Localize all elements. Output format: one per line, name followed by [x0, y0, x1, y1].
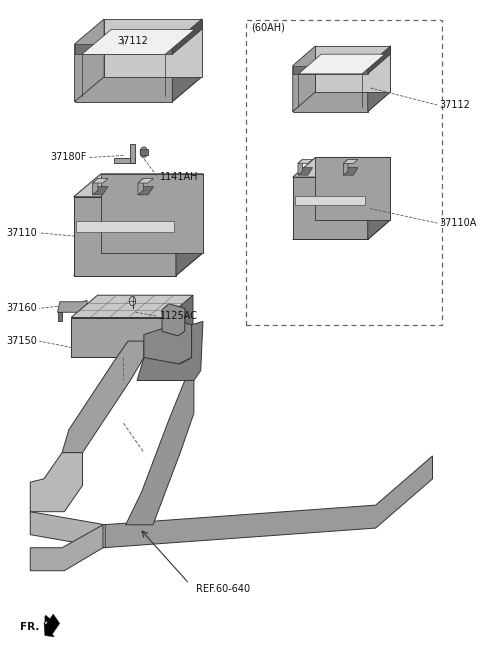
Polygon shape — [315, 157, 390, 220]
Polygon shape — [167, 295, 193, 357]
Polygon shape — [343, 168, 358, 175]
Polygon shape — [293, 220, 390, 239]
Polygon shape — [93, 178, 108, 183]
Polygon shape — [30, 525, 103, 571]
Polygon shape — [30, 512, 105, 548]
Polygon shape — [298, 168, 312, 175]
Polygon shape — [293, 46, 315, 112]
Polygon shape — [76, 221, 174, 232]
Polygon shape — [58, 312, 62, 321]
Text: 37180F: 37180F — [51, 152, 87, 163]
Polygon shape — [74, 19, 104, 102]
Polygon shape — [293, 177, 368, 239]
Polygon shape — [293, 66, 368, 74]
Text: FR.: FR. — [20, 622, 40, 632]
Polygon shape — [293, 157, 390, 177]
Polygon shape — [172, 19, 202, 54]
Polygon shape — [82, 30, 194, 54]
Polygon shape — [103, 456, 432, 548]
Circle shape — [140, 147, 147, 157]
Polygon shape — [58, 300, 87, 312]
Polygon shape — [74, 44, 172, 102]
Polygon shape — [368, 46, 390, 112]
Text: REF.60-640: REF.60-640 — [196, 584, 250, 594]
Polygon shape — [74, 77, 202, 102]
Polygon shape — [299, 54, 385, 74]
Polygon shape — [295, 196, 365, 205]
Text: 37112: 37112 — [439, 100, 470, 110]
Polygon shape — [144, 321, 192, 367]
Polygon shape — [71, 335, 193, 357]
Polygon shape — [162, 304, 185, 336]
Polygon shape — [30, 453, 83, 512]
Polygon shape — [73, 197, 176, 276]
Polygon shape — [293, 66, 368, 112]
Text: 37150: 37150 — [6, 336, 37, 346]
Text: 37160: 37160 — [6, 303, 37, 314]
Polygon shape — [71, 318, 167, 357]
Text: 37110A: 37110A — [439, 218, 477, 228]
Polygon shape — [73, 174, 203, 197]
Text: 37110: 37110 — [6, 228, 37, 238]
Polygon shape — [176, 174, 203, 276]
Polygon shape — [93, 187, 108, 195]
Polygon shape — [138, 178, 154, 183]
Polygon shape — [130, 144, 135, 163]
Polygon shape — [62, 341, 144, 453]
Text: (60AH): (60AH) — [251, 22, 285, 33]
Bar — [246, 20, 442, 325]
Polygon shape — [293, 92, 390, 112]
Polygon shape — [104, 19, 202, 77]
Polygon shape — [44, 614, 60, 637]
Polygon shape — [74, 44, 172, 54]
Circle shape — [129, 297, 136, 306]
Polygon shape — [315, 46, 390, 92]
Polygon shape — [126, 380, 194, 525]
Polygon shape — [368, 157, 390, 239]
Text: 37112: 37112 — [117, 35, 148, 46]
Polygon shape — [343, 159, 358, 163]
Polygon shape — [114, 158, 135, 163]
Polygon shape — [137, 321, 203, 380]
Polygon shape — [71, 295, 193, 318]
Polygon shape — [298, 159, 302, 175]
Polygon shape — [138, 187, 154, 195]
Text: 1125AC: 1125AC — [160, 311, 198, 321]
Polygon shape — [73, 253, 203, 276]
Polygon shape — [343, 159, 348, 175]
Polygon shape — [140, 149, 147, 155]
Polygon shape — [368, 46, 390, 74]
Polygon shape — [172, 19, 202, 102]
Polygon shape — [138, 178, 144, 195]
Text: 1141AH: 1141AH — [160, 172, 198, 182]
Polygon shape — [101, 174, 203, 253]
Polygon shape — [93, 178, 98, 195]
Polygon shape — [298, 159, 312, 163]
